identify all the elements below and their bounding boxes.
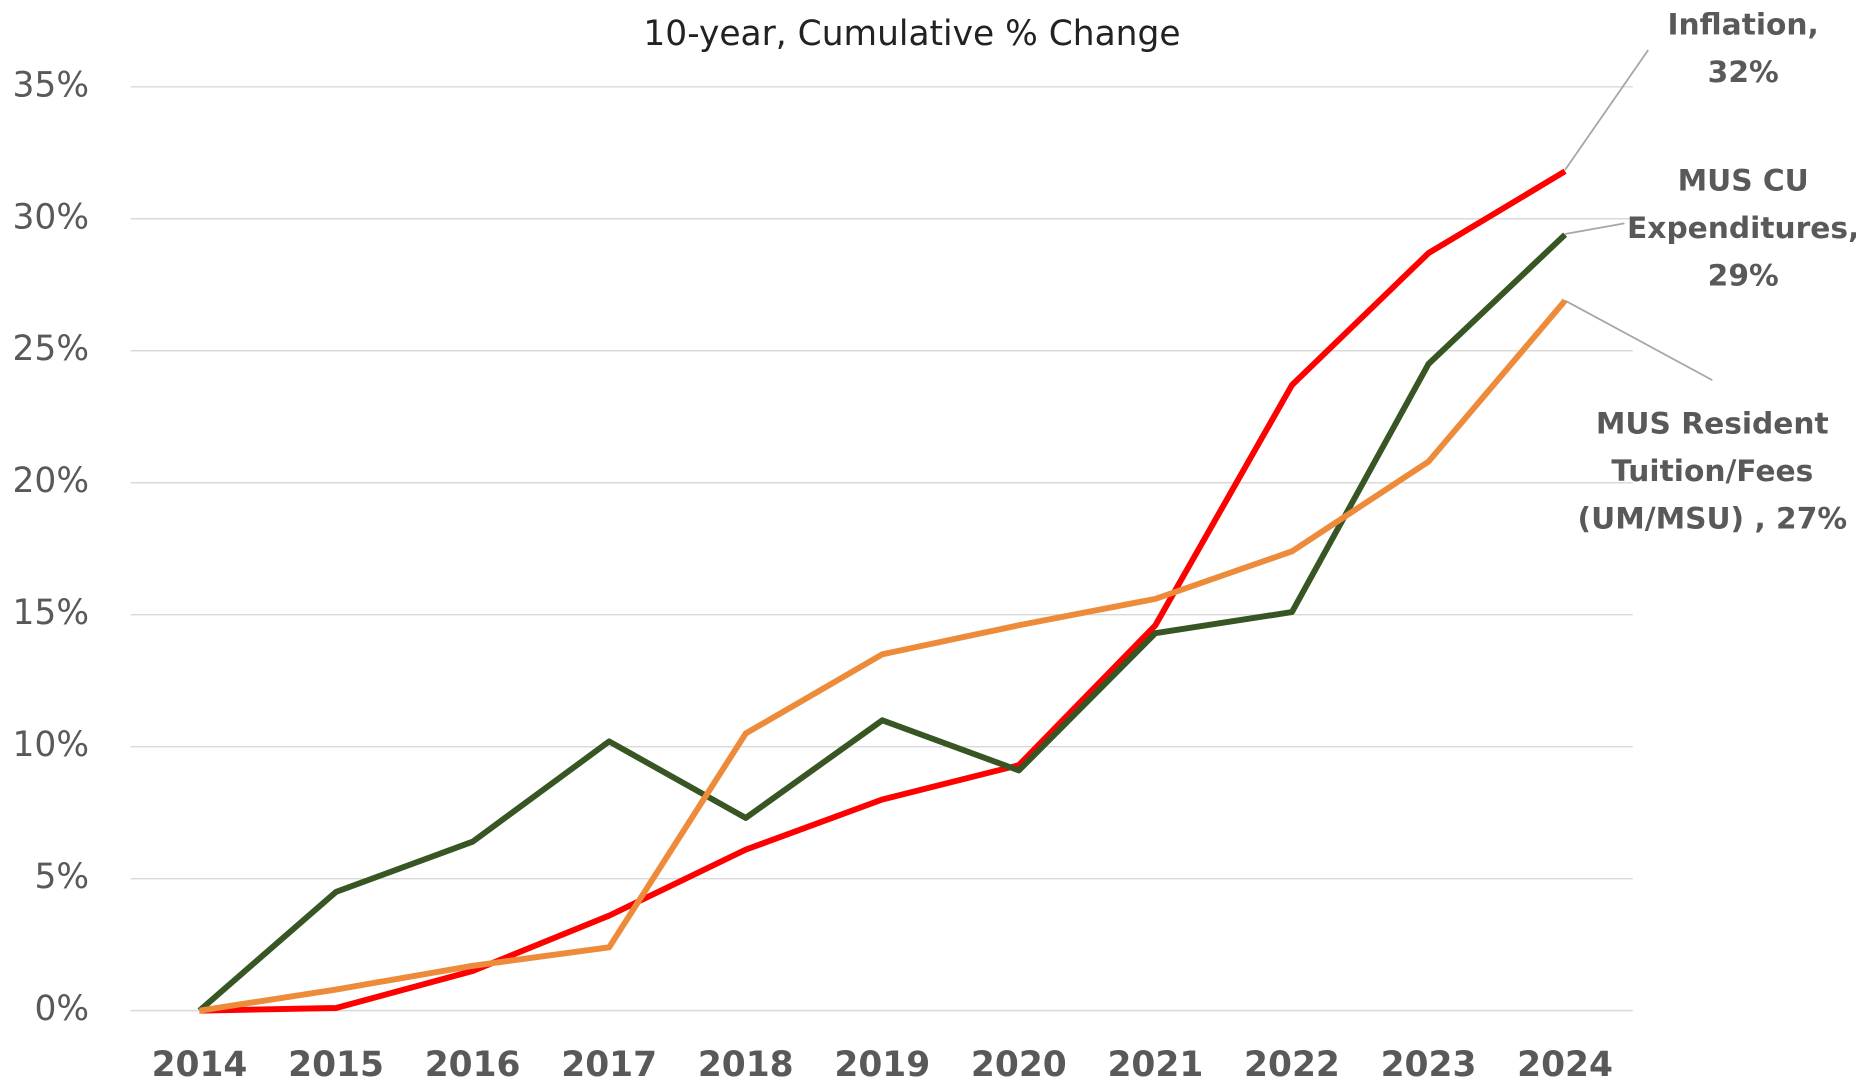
x-tick-label: 2018 <box>698 1045 794 1082</box>
y-tick-label: 25% <box>13 329 90 369</box>
x-tick-label: 2015 <box>288 1045 384 1082</box>
series-label: MUS Resident <box>1596 406 1829 441</box>
chart-subtitle: 10-year, Cumulative % Change <box>643 14 1180 54</box>
x-tick-label: 2024 <box>1517 1045 1613 1082</box>
series-line <box>197 232 1568 1013</box>
x-tick-label: 2017 <box>561 1045 657 1082</box>
y-tick-label: 20% <box>13 461 90 501</box>
y-tick-label: 35% <box>13 65 90 105</box>
series-label: MUS CU <box>1678 162 1809 197</box>
x-tick-label: 2014 <box>152 1045 248 1082</box>
x-tick-label: 2021 <box>1107 1045 1203 1082</box>
series-label: 29% <box>1708 257 1779 292</box>
x-tick-label: 2022 <box>1244 1045 1340 1082</box>
x-tick-label: 2016 <box>425 1045 521 1082</box>
lines <box>197 49 1713 1014</box>
leader-line <box>1564 49 1649 171</box>
series-label: Expenditures, <box>1627 210 1856 245</box>
y-tick-label: 5% <box>34 857 89 897</box>
series-line <box>199 168 1567 1014</box>
x-tick-label: 2019 <box>834 1045 930 1082</box>
x-tick-label: 2020 <box>971 1045 1067 1082</box>
series-label: (UM/MSU) , 27% <box>1578 501 1848 536</box>
x-tick-label: 2023 <box>1381 1045 1477 1082</box>
leader-line <box>1564 222 1625 235</box>
series-label: Tuition/Fees <box>1611 453 1813 488</box>
series-label: Inflation, <box>1668 7 1819 42</box>
y-tick-label: 10% <box>13 725 90 765</box>
leader-line <box>1564 299 1713 381</box>
grid <box>130 86 1633 1012</box>
series-label: 32% <box>1708 54 1779 89</box>
y-tick-label: 0% <box>34 989 89 1029</box>
y-tick-label: 15% <box>13 593 90 633</box>
y-tick-label: 30% <box>13 197 90 237</box>
series-line <box>199 298 1568 1014</box>
